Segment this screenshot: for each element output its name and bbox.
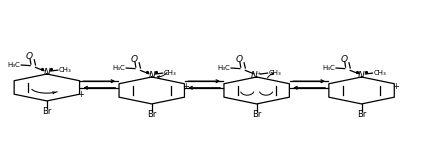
Text: H₃C: H₃C bbox=[322, 65, 335, 71]
Text: O: O bbox=[26, 52, 33, 61]
Text: H₃C: H₃C bbox=[7, 62, 20, 68]
Text: N⁺: N⁺ bbox=[251, 71, 262, 80]
Text: H₃C: H₃C bbox=[112, 65, 125, 71]
Text: Br: Br bbox=[357, 110, 366, 119]
Text: CH₃: CH₃ bbox=[373, 69, 386, 76]
Text: N: N bbox=[43, 67, 50, 77]
Text: Br: Br bbox=[252, 110, 261, 119]
Text: N: N bbox=[358, 71, 365, 80]
Text: N: N bbox=[148, 71, 155, 80]
Text: +: + bbox=[182, 82, 189, 91]
Text: O: O bbox=[341, 55, 348, 64]
Text: CH₃: CH₃ bbox=[269, 69, 281, 76]
Text: +: + bbox=[392, 82, 399, 91]
Text: O: O bbox=[131, 55, 138, 64]
Text: +: + bbox=[77, 90, 84, 99]
Text: Br: Br bbox=[42, 107, 51, 116]
Text: O: O bbox=[236, 55, 243, 64]
Text: Br: Br bbox=[147, 110, 157, 119]
Text: CH₃: CH₃ bbox=[163, 69, 176, 76]
Text: CH₃: CH₃ bbox=[59, 67, 71, 72]
Text: H₃C: H₃C bbox=[217, 65, 230, 71]
